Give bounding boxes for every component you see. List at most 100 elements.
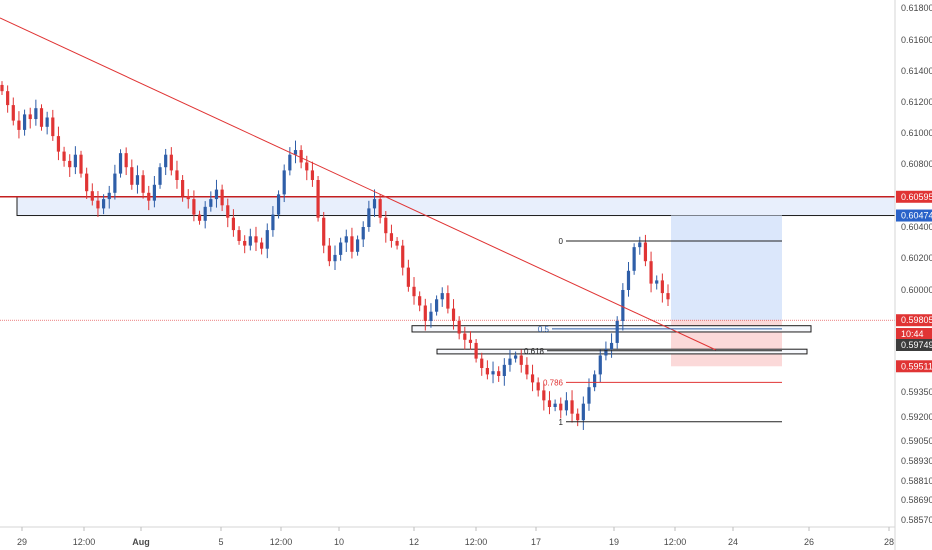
candle-body xyxy=(666,293,670,300)
candle-body xyxy=(293,150,298,155)
price-tag xyxy=(896,209,932,222)
candle-body xyxy=(519,355,523,365)
price-tick-label: 0.59200 xyxy=(901,412,932,422)
candle-body xyxy=(333,254,337,262)
time-tick-label: 12 xyxy=(409,537,419,547)
candle-body xyxy=(214,189,219,200)
candle-body xyxy=(45,117,49,127)
candle-body xyxy=(305,162,309,171)
candle-body xyxy=(299,150,303,163)
fib-level-label: 0.618 xyxy=(524,347,545,356)
candle-body xyxy=(107,192,111,200)
price-tag xyxy=(896,190,932,203)
candle-body xyxy=(440,293,444,300)
candle-body xyxy=(485,368,489,375)
candle-body xyxy=(113,173,117,193)
candle-body xyxy=(542,390,546,401)
candle-body xyxy=(51,117,55,137)
candle-body xyxy=(457,321,461,334)
candle-body xyxy=(429,311,433,321)
candle-body xyxy=(621,290,625,321)
candle-body xyxy=(28,114,32,120)
candle-body xyxy=(587,387,591,404)
candle-body xyxy=(502,364,506,376)
candle-body xyxy=(446,293,450,309)
price-tick-label: 0.58690 xyxy=(901,495,932,505)
candle-body xyxy=(169,154,173,171)
candle-body xyxy=(553,403,557,407)
candle-body xyxy=(175,170,179,180)
time-tick-label: 19 xyxy=(609,537,619,547)
candle-body xyxy=(378,199,382,218)
candle-body xyxy=(73,154,77,168)
price-tag xyxy=(896,339,932,351)
candle-body xyxy=(384,217,388,234)
candle-body xyxy=(598,355,602,375)
price-tick-label: 0.60800 xyxy=(901,159,932,169)
candle-body xyxy=(130,167,134,185)
candle-body xyxy=(68,160,72,168)
candle-body xyxy=(468,339,473,343)
candle-body xyxy=(423,305,427,321)
price-tick-label: 0.61200 xyxy=(901,97,932,107)
candle-body xyxy=(497,371,501,376)
candle-body xyxy=(56,136,61,152)
candle-body xyxy=(372,199,377,209)
time-tick-label: 12:00 xyxy=(664,537,687,547)
candle-body xyxy=(220,189,224,206)
candle-body xyxy=(559,403,563,411)
candle-body xyxy=(243,240,247,246)
candle-body xyxy=(395,240,399,246)
candle-body xyxy=(514,355,518,359)
time-tick-label: 12:00 xyxy=(465,537,488,547)
fib-level-label: 0.786 xyxy=(543,378,564,387)
time-axis[interactable]: 29 12:00 Aug 5 12:00 10 12 12:00 17 19 12:00 24 26 28 xyxy=(17,527,894,547)
price-tick-label: 0.58930 xyxy=(901,456,932,466)
price-tags-layer: 0.60595 0.60474 0.59805 10:440.59749 0.59511 xyxy=(896,190,932,373)
price-tick-label: 0.61800 xyxy=(901,3,932,13)
candle-body xyxy=(525,364,529,375)
price-tick-label: 0.58570 xyxy=(901,515,932,525)
price-tick-label: 0.60400 xyxy=(901,222,932,232)
candle-body xyxy=(22,114,27,130)
candle-body xyxy=(226,205,230,218)
candle-body xyxy=(79,154,83,174)
candle-body xyxy=(327,245,331,262)
candle-body xyxy=(406,267,410,287)
candle-body xyxy=(434,299,439,312)
price-tick-label: 0.61000 xyxy=(901,128,932,138)
candle-body xyxy=(322,217,326,246)
price-tag xyxy=(896,314,932,327)
price-tick-label: 0.61400 xyxy=(901,66,932,76)
candle-body xyxy=(339,242,343,255)
candle-body xyxy=(265,230,269,249)
candle-body xyxy=(118,153,123,174)
candle-body xyxy=(593,374,597,388)
price-tick-label: 0.60200 xyxy=(901,253,932,263)
candle-body xyxy=(135,175,140,185)
price-tag-label: 0.59511 xyxy=(901,361,932,371)
candle-body xyxy=(649,261,653,284)
candle-body xyxy=(474,342,478,359)
candle-body xyxy=(643,242,648,262)
candle-body xyxy=(344,236,348,243)
candle-body xyxy=(0,84,4,92)
price-tag-label: 10:44 xyxy=(901,329,924,339)
candle-body xyxy=(615,321,619,343)
candle-body xyxy=(547,400,552,407)
candle-body xyxy=(310,170,315,180)
candle-body xyxy=(6,91,10,106)
candle-body xyxy=(463,333,467,340)
candle-body xyxy=(96,200,100,209)
candle-body xyxy=(186,196,190,200)
price-axis[interactable]: 0.61800 0.61600 0.61400 0.61200 0.61000 0.608… xyxy=(901,3,932,525)
price-tick-label: 0.59050 xyxy=(901,436,932,446)
fib-level-label: 1 xyxy=(559,418,564,427)
price-tick-label: 0.59350 xyxy=(901,387,932,397)
time-tick-label: 28 xyxy=(884,537,894,547)
candle-body xyxy=(152,184,156,201)
candle-body xyxy=(11,105,15,121)
candle-body xyxy=(412,286,416,297)
